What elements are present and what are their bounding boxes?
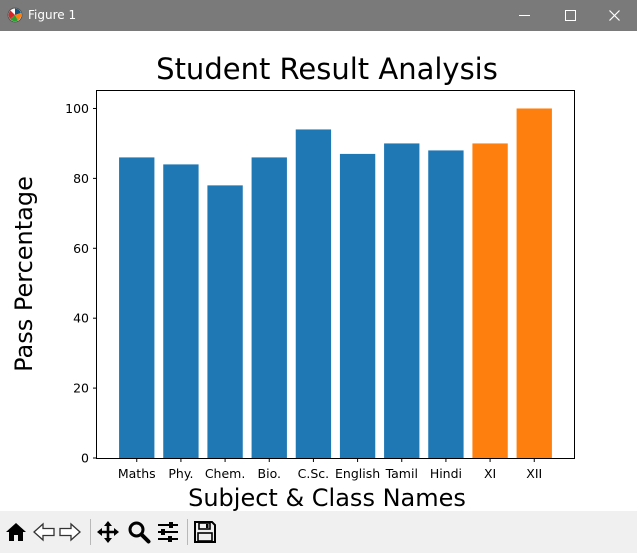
forward-button[interactable] bbox=[58, 520, 82, 544]
matplotlib-app-icon bbox=[7, 7, 23, 23]
y-axis-label: Pass Percentage bbox=[10, 176, 38, 372]
home-button[interactable] bbox=[4, 520, 28, 544]
x-tick-label: Chem. bbox=[205, 466, 246, 481]
back-arrow-icon bbox=[33, 522, 55, 542]
x-tick-label: C.Sc. bbox=[298, 466, 329, 481]
x-tick-label: XI bbox=[484, 466, 496, 481]
bar-hindi bbox=[428, 150, 464, 458]
x-axis-label: Subject & Class Names bbox=[188, 484, 466, 511]
maximize-icon bbox=[565, 10, 576, 21]
x-tick-label: English bbox=[335, 466, 380, 481]
bar-bio bbox=[251, 157, 287, 458]
bar-chart: Student Result Analysis Maths Phy. Chem. Bi… bbox=[10, 52, 575, 512]
y-tick-label: 40 bbox=[73, 311, 89, 326]
window-title: Figure 1 bbox=[28, 8, 77, 22]
x-tick-label: Bio. bbox=[258, 466, 281, 481]
chart-title: Student Result Analysis bbox=[156, 52, 498, 86]
y-tick-label: 100 bbox=[65, 101, 89, 116]
y-tick-label: 0 bbox=[81, 451, 89, 466]
toolbar-separator bbox=[90, 519, 91, 545]
bar-xi bbox=[472, 143, 508, 458]
bar-maths bbox=[119, 157, 155, 458]
save-icon bbox=[194, 521, 216, 543]
navigation-toolbar bbox=[0, 511, 637, 553]
configure-subplots-icon bbox=[158, 522, 178, 542]
configure-subplots-button[interactable] bbox=[156, 520, 180, 544]
close-button[interactable] bbox=[591, 0, 637, 31]
window-titlebar: Figure 1 bbox=[0, 0, 637, 31]
bar-phy bbox=[163, 164, 199, 458]
pan-icon bbox=[97, 521, 119, 543]
minimize-icon bbox=[519, 15, 530, 16]
pan-button[interactable] bbox=[96, 520, 120, 544]
figure-canvas: Student Result Analysis Maths Phy. Chem. Bi… bbox=[0, 31, 637, 512]
y-tick-label: 20 bbox=[73, 381, 89, 396]
x-tick-label: XII bbox=[526, 466, 542, 481]
x-tick-label: Phy. bbox=[168, 466, 193, 481]
toolbar-separator bbox=[187, 519, 188, 545]
axes-frame bbox=[96, 90, 575, 459]
save-button[interactable] bbox=[193, 520, 217, 544]
minimize-button[interactable] bbox=[501, 0, 547, 31]
maximize-button[interactable] bbox=[547, 0, 593, 31]
x-tick-label: Hindi bbox=[430, 466, 462, 481]
back-button[interactable] bbox=[32, 520, 56, 544]
y-tick-label: 80 bbox=[73, 171, 89, 186]
bar-english bbox=[339, 153, 376, 458]
x-tick-label: Tamil bbox=[385, 466, 418, 481]
forward-arrow-icon bbox=[59, 522, 81, 542]
x-tick-label: Maths bbox=[118, 466, 156, 481]
bar-tamil bbox=[384, 143, 420, 458]
home-icon bbox=[6, 523, 26, 541]
plot-area: Maths Phy. Chem. Bio. C.Sc. English Tamil Hindi… bbox=[65, 101, 552, 481]
zoom-button[interactable] bbox=[127, 520, 151, 544]
y-tick-label: 60 bbox=[73, 241, 89, 256]
zoom-icon bbox=[128, 521, 151, 544]
bar-chem bbox=[207, 185, 243, 458]
bar-xii bbox=[516, 108, 552, 458]
close-icon bbox=[609, 10, 620, 21]
bar-csc bbox=[295, 129, 332, 458]
